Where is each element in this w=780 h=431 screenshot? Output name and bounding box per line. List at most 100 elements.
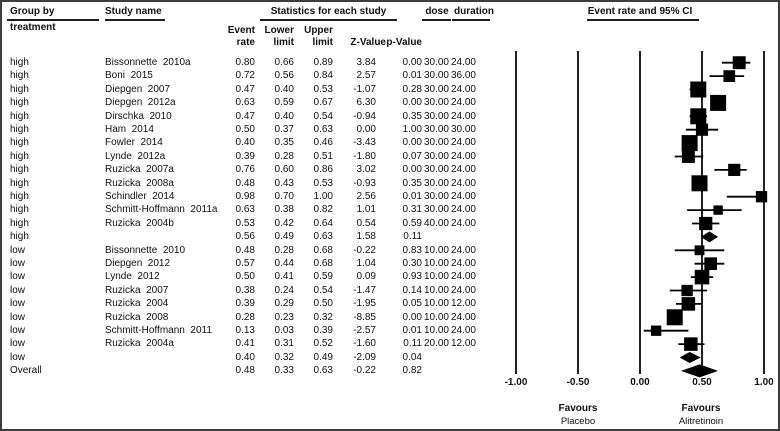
cell-event-rate: 0.48 — [235, 177, 255, 189]
cell-z-value: -1.47 — [353, 284, 376, 296]
cell-study: Lynde 2012 — [105, 271, 160, 283]
cell-lower-limit: 0.31 — [274, 338, 294, 350]
cell-lower-limit: 0.33 — [274, 365, 294, 377]
cell-dose: 10.00 — [423, 298, 449, 310]
cell-z-value: 1.04 — [356, 258, 376, 269]
table-row-study: low Ruzicka 2004 0.39 0.29 0.50 -1.95 0.05 10.0… — [2, 297, 492, 310]
cell-event-rate: 0.63 — [235, 204, 255, 216]
cell-group: low — [10, 338, 26, 350]
cell-p-value: 0.14 — [402, 284, 422, 296]
cell-p-value: 0.04 — [402, 351, 422, 363]
cell-event-rate: 0.57 — [235, 258, 255, 269]
favours-placebo-label: Favours Placebo — [533, 403, 623, 428]
cell-duration: 24.00 — [450, 150, 476, 162]
cell-p-value: 0.05 — [402, 298, 422, 310]
study-point-square — [694, 269, 710, 285]
cell-group: high — [10, 217, 29, 229]
table-row-summary: low 0.40 0.32 0.49 -2.09 0.04 — [2, 351, 492, 364]
cell-lower-limit: 0.24 — [274, 284, 294, 296]
cell-group: low — [10, 325, 26, 336]
cell-z-value: 6.30 — [356, 97, 376, 109]
cell-z-value: -1.80 — [353, 150, 376, 162]
cell-group: high — [10, 110, 29, 122]
cell-event-rate: 0.56 — [235, 231, 255, 243]
cell-p-value: 0.07 — [402, 150, 422, 162]
cell-upper-limit: 0.67 — [313, 97, 333, 109]
table-row-study: high Dirschka 2010 0.47 0.40 0.54 -0.94 0.35 30… — [2, 110, 492, 123]
cell-duration: 24.00 — [450, 177, 476, 189]
cell-group: high — [10, 124, 29, 135]
cell-study: Ruzicka 2004 — [105, 298, 169, 310]
table-row-study: high Ruzicka 2007a 0.76 0.60 0.86 3.02 0.00 30.… — [2, 163, 492, 176]
cell-duration: 12.00 — [450, 298, 476, 310]
cell-study: Ruzicka 2004b — [105, 217, 174, 229]
cell-event-rate: 0.76 — [235, 164, 255, 176]
cell-event-rate: 0.39 — [235, 298, 255, 310]
cell-dose: 30.00 — [423, 57, 449, 68]
cell-duration: 24.00 — [450, 83, 476, 95]
cell-dose: 20.00 — [423, 338, 449, 350]
cell-upper-limit: 0.49 — [313, 351, 333, 363]
cell-group: low — [10, 298, 26, 310]
cell-group: high — [10, 204, 29, 216]
cell-dose: 40.00 — [423, 217, 449, 229]
cell-group: high — [10, 97, 29, 109]
cell-group: high — [10, 191, 29, 202]
cell-lower-limit: 0.66 — [274, 57, 294, 68]
cell-upper-limit: 0.53 — [313, 83, 333, 95]
study-point-square — [723, 70, 736, 82]
cell-event-rate: 0.48 — [235, 244, 255, 256]
cell-event-rate: 0.40 — [235, 351, 255, 363]
cell-lower-limit: 0.29 — [274, 298, 294, 310]
study-point-square — [681, 284, 693, 297]
table-row-study: high Ruzicka 2008a 0.48 0.43 0.53 -0.93 0.35 30… — [2, 177, 492, 190]
cell-lower-limit: 0.56 — [274, 70, 294, 82]
cell-group: low — [10, 351, 26, 363]
cell-p-value: 0.00 — [402, 97, 422, 109]
favours-left-sub: Placebo — [560, 416, 596, 427]
study-point-square — [690, 81, 707, 98]
favours-alitretinoin-label: Favours Alitretinoin — [656, 403, 746, 428]
cell-upper-limit: 0.64 — [313, 217, 333, 229]
cell-dose: 10.00 — [423, 311, 449, 323]
axis-tick-label: 0.00 — [630, 377, 650, 388]
cell-upper-limit: 0.52 — [313, 338, 333, 350]
cell-upper-limit: 0.50 — [313, 298, 333, 310]
cell-study: Bissonnette 2010a — [105, 57, 191, 68]
cell-duration: 36.00 — [450, 70, 476, 82]
cell-upper-limit: 0.63 — [313, 365, 333, 377]
cell-dose: 30.00 — [423, 124, 449, 135]
cell-event-rate: 0.72 — [235, 70, 255, 82]
cell-study: Boni 2015 — [105, 70, 153, 82]
cell-lower-limit: 0.28 — [274, 150, 294, 162]
cell-group: low — [10, 284, 26, 296]
cell-dose: 30.00 — [423, 191, 449, 202]
cell-event-rate: 0.63 — [235, 97, 255, 109]
cell-duration: 24.00 — [450, 311, 476, 323]
cell-dose: 10.00 — [423, 258, 449, 269]
cell-lower-limit: 0.38 — [274, 204, 294, 216]
table-row-study: high Ham 2014 0.50 0.37 0.63 0.00 1.00 30.00 30.… — [2, 123, 492, 136]
cell-lower-limit: 0.59 — [274, 97, 294, 109]
table-row-study: high Lynde 2012a 0.39 0.28 0.51 -1.80 0.07 30.0… — [2, 150, 492, 163]
study-point-square — [681, 135, 698, 152]
cell-duration: 30.00 — [450, 124, 476, 135]
cell-lower-limit: 0.35 — [274, 137, 294, 149]
table-row-summary: high 0.56 0.49 0.63 1.58 0.11 — [2, 230, 492, 243]
group-by-header-line2: treatment — [10, 22, 56, 33]
table-row-study: low Diepgen 2012 0.57 0.44 0.68 1.04 0.30 10.00… — [2, 257, 492, 270]
cell-z-value: -8.85 — [353, 311, 376, 323]
cell-group: low — [10, 258, 26, 269]
cell-lower-limit: 0.32 — [274, 351, 294, 363]
cell-duration: 24.00 — [450, 325, 476, 336]
table-row-study: low Ruzicka 2008 0.28 0.23 0.32 -8.85 0.00 10.0… — [2, 311, 492, 324]
cell-group: high — [10, 150, 29, 162]
table-row-study: high Diepgen 2007 0.47 0.40 0.53 -1.07 0.28 30.… — [2, 83, 492, 96]
table-row-study: high Schmitt-Hoffmann 2011a 0.63 0.38 0.82 1.… — [2, 203, 492, 216]
cell-z-value: 3.02 — [356, 164, 376, 176]
cell-p-value: 0.01 — [402, 70, 422, 82]
cell-study: Diepgen 2007 — [105, 83, 171, 95]
cell-duration: 24.00 — [450, 284, 476, 296]
cell-group: high — [10, 164, 29, 176]
cell-p-value: 0.31 — [402, 204, 422, 216]
